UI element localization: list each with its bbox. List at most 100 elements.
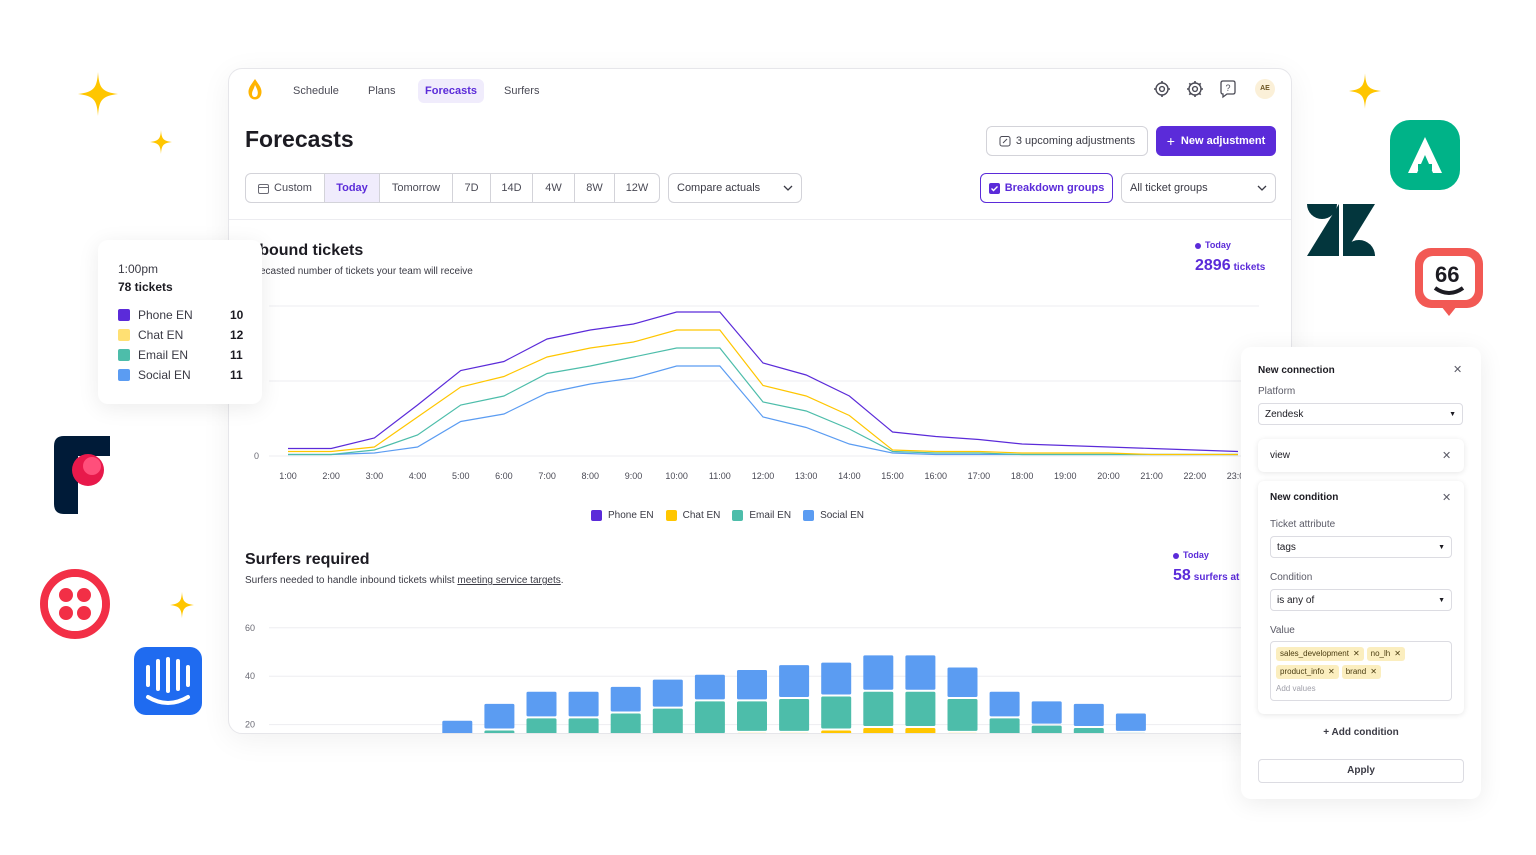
condition-select[interactable]: is any of ▼ xyxy=(1270,589,1452,611)
bar-email-en[interactable] xyxy=(652,708,683,734)
bar-social-en[interactable] xyxy=(1073,703,1104,727)
remove-icon[interactable]: ✕ xyxy=(1394,649,1401,658)
new-adjustment-button[interactable]: + New adjustment xyxy=(1156,126,1276,156)
bar-email-en[interactable] xyxy=(947,698,978,731)
bar-email-en[interactable] xyxy=(905,691,936,727)
bar-social-en[interactable] xyxy=(568,691,599,717)
nav-schedule[interactable]: Schedule xyxy=(293,85,339,97)
bar-social-en[interactable] xyxy=(694,674,725,700)
close-icon[interactable]: ✕ xyxy=(1453,364,1463,376)
range-12w[interactable]: 12W xyxy=(625,182,649,194)
breakdown-groups-toggle[interactable]: Breakdown groups xyxy=(980,173,1113,203)
legend-phone[interactable]: Phone EN xyxy=(591,510,654,521)
integrations-gear-icon[interactable] xyxy=(1152,79,1172,99)
chip-label: product_info xyxy=(1280,667,1325,676)
bar-social-en[interactable] xyxy=(905,655,936,690)
bar-email-en[interactable] xyxy=(989,718,1020,734)
add-condition-button[interactable]: + Add condition xyxy=(1241,727,1481,738)
bar-social-en[interactable] xyxy=(779,665,810,697)
bar-email-en[interactable] xyxy=(694,701,725,733)
legend-social[interactable]: Social EN xyxy=(803,510,864,521)
close-icon[interactable]: ✕ xyxy=(1442,450,1452,462)
platform-select[interactable]: Zendesk ▼ xyxy=(1258,403,1463,425)
bar-social-en[interactable] xyxy=(442,720,473,734)
value-chip[interactable]: brand ✕ xyxy=(1341,665,1381,679)
bar-social-en[interactable] xyxy=(652,679,683,707)
range-8w[interactable]: 8W xyxy=(575,174,615,202)
bar-email-en[interactable] xyxy=(737,701,767,731)
remove-icon[interactable]: ✕ xyxy=(1352,649,1360,658)
bar-social-en[interactable] xyxy=(821,662,852,695)
value-chip[interactable]: no_lh ✕ xyxy=(1366,647,1405,661)
range-14d[interactable]: 14D xyxy=(491,174,533,202)
value-chip[interactable]: sales_development ✕ xyxy=(1276,647,1364,661)
service-targets-link[interactable]: meeting service targets xyxy=(457,575,561,586)
range-today[interactable]: Today xyxy=(325,174,380,202)
upcoming-adjustments-button[interactable]: 3 upcoming adjustments xyxy=(986,126,1148,156)
attribute-select[interactable]: tags ▼ xyxy=(1270,536,1452,558)
bar-chat-en[interactable] xyxy=(905,728,936,734)
ticket-groups-select[interactable]: All ticket groups xyxy=(1121,173,1276,203)
bar-chat-en[interactable] xyxy=(863,728,894,734)
series-line-social-en[interactable] xyxy=(288,365,1238,456)
bar-email-en[interactable] xyxy=(1073,728,1104,734)
bar-social-en[interactable] xyxy=(610,686,641,712)
tooltip-label: Chat EN xyxy=(138,328,184,342)
bar-social-en[interactable] xyxy=(526,691,557,717)
tooltip-row-email: Email EN xyxy=(118,348,188,362)
nav-plans[interactable]: Plans xyxy=(368,85,396,97)
nav-surfers[interactable]: Surfers xyxy=(504,85,540,97)
value-chip[interactable]: product_info ✕ xyxy=(1276,665,1339,679)
x-tick-label: 7:00 xyxy=(538,471,556,481)
range-custom[interactable]: Custom xyxy=(246,174,325,202)
bar-email-en[interactable] xyxy=(863,691,894,727)
help-icon[interactable]: ? xyxy=(1218,79,1238,99)
range-7d[interactable]: 7D xyxy=(453,174,491,202)
surfers-title: Surfers required xyxy=(245,551,370,568)
add-values-placeholder: Add values xyxy=(1276,684,1316,693)
bar-email-en[interactable] xyxy=(484,730,515,734)
series-line-email-en[interactable] xyxy=(288,347,1238,456)
bar-social-en[interactable] xyxy=(737,669,767,700)
bar-email-en[interactable] xyxy=(526,718,557,734)
remove-icon[interactable]: ✕ xyxy=(1328,667,1335,676)
bar-email-en[interactable] xyxy=(821,696,852,729)
legend-email[interactable]: Email EN xyxy=(732,510,791,521)
inbound-today-text: Today xyxy=(1205,240,1231,250)
top-nav: Schedule Plans Forecasts Surfers ? AE xyxy=(229,69,1291,111)
bar-social-en[interactable] xyxy=(863,655,894,690)
settings-gear-icon[interactable] xyxy=(1185,79,1205,99)
bar-chat-en[interactable] xyxy=(948,732,978,734)
bar-email-en[interactable] xyxy=(610,713,641,735)
bar-social-en[interactable] xyxy=(484,703,515,729)
bar-social-en[interactable] xyxy=(947,667,978,697)
bar-email-en[interactable] xyxy=(1031,725,1062,734)
bar-email-en[interactable] xyxy=(779,698,810,731)
bar-chat-en[interactable] xyxy=(821,730,852,734)
legend-chat[interactable]: Chat EN xyxy=(665,510,720,521)
svg-text:66: 66 xyxy=(1435,262,1459,287)
bar-social-en[interactable] xyxy=(1031,701,1062,724)
nav-forecasts[interactable]: Forecasts xyxy=(418,79,484,103)
tooltip-value: 10 xyxy=(230,308,244,322)
bar-chat-en[interactable] xyxy=(737,732,767,734)
view-card: view ✕ xyxy=(1258,439,1464,472)
apply-button[interactable]: Apply xyxy=(1258,759,1464,783)
bar-social-en[interactable] xyxy=(1115,713,1146,731)
bar-chat-en[interactable] xyxy=(779,732,809,734)
bar-email-en[interactable] xyxy=(1116,732,1146,734)
range-4w[interactable]: 4W xyxy=(533,174,575,202)
value-input[interactable]: sales_development ✕ no_lh ✕ product_info ✕ … xyxy=(1270,641,1452,701)
chip-label: sales_development xyxy=(1280,649,1349,658)
compare-actuals-select[interactable]: Compare actuals xyxy=(668,173,802,203)
series-line-phone-en[interactable] xyxy=(288,311,1239,453)
bar-social-en[interactable] xyxy=(989,691,1020,717)
close-icon[interactable]: ✕ xyxy=(1442,492,1452,504)
surfers-today-value: 58 surfers at peak xyxy=(1173,567,1265,585)
avatar[interactable]: AE xyxy=(1255,79,1275,99)
series-line-chat-en[interactable] xyxy=(288,329,1238,456)
bar-email-en[interactable] xyxy=(568,718,599,734)
remove-icon[interactable]: ✕ xyxy=(1370,667,1377,676)
range-tomorrow[interactable]: Tomorrow xyxy=(380,174,453,202)
inbound-today-unit: tickets xyxy=(1233,262,1266,273)
